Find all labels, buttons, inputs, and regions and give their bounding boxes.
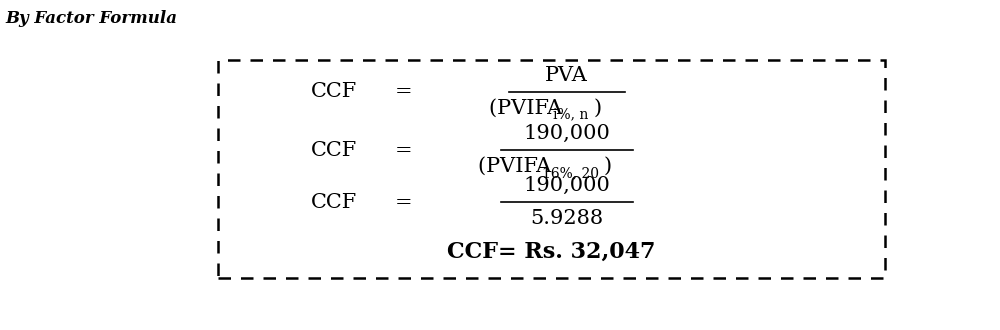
- Text: 5.9288: 5.9288: [530, 209, 603, 228]
- Text: By Factor Formula: By Factor Formula: [5, 10, 177, 27]
- Text: 190,000: 190,000: [523, 176, 610, 195]
- Text: 190,000: 190,000: [523, 124, 610, 143]
- Text: (PVIFA: (PVIFA: [478, 157, 558, 176]
- Text: CCF: CCF: [311, 82, 357, 101]
- Text: ): ): [604, 157, 612, 176]
- Text: CCF: CCF: [311, 141, 357, 160]
- Text: PVA: PVA: [545, 66, 588, 85]
- Text: CCF= Rs. 32,047: CCF= Rs. 32,047: [447, 241, 656, 263]
- Text: 16%, 20: 16%, 20: [542, 166, 599, 180]
- Text: CCF: CCF: [311, 193, 357, 212]
- Text: =: =: [395, 82, 413, 101]
- Text: =: =: [395, 141, 413, 160]
- Text: i%, n: i%, n: [553, 108, 588, 121]
- Text: =: =: [395, 193, 413, 212]
- Text: (PVIFA: (PVIFA: [489, 99, 569, 118]
- Text: ): ): [594, 99, 602, 118]
